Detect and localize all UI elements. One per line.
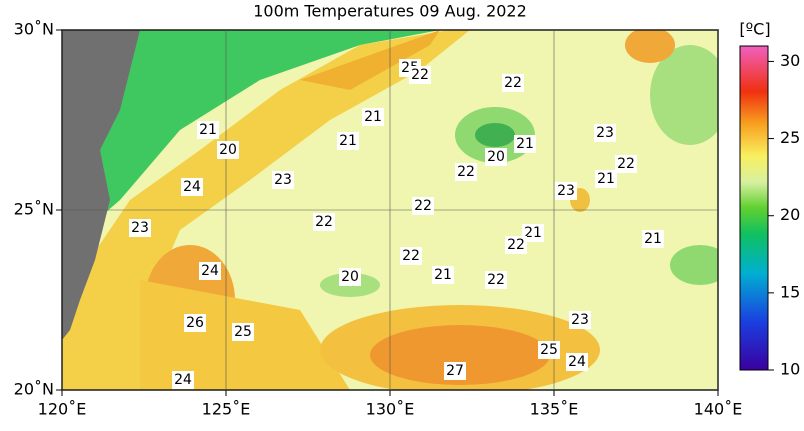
contour-label-box (339, 268, 361, 286)
contour-label: 23 (131, 220, 149, 236)
contour-label-box (337, 132, 359, 150)
contour-label-box (400, 247, 422, 265)
y-tick-label: 30˚N (14, 20, 54, 39)
contour-label: 23 (557, 183, 575, 199)
contour-label: 21 (524, 225, 542, 241)
x-tick-label: 140˚E (694, 400, 743, 419)
contour-label: 23 (596, 125, 614, 141)
contour-label-box (432, 266, 454, 284)
contour-label-box (217, 141, 239, 159)
contour-label: 22 (414, 198, 432, 214)
contour-label-box (412, 197, 434, 215)
contour-label: 24 (174, 372, 192, 388)
contour-label: 27 (446, 363, 464, 379)
contour-label: 23 (571, 312, 589, 328)
y-tick-label: 20˚N (14, 380, 54, 399)
contour-label: 21 (339, 133, 357, 149)
contour-label-box (444, 362, 466, 380)
contour-label-box (555, 182, 577, 200)
contour-label: 26 (186, 315, 204, 331)
contour-label-box (505, 236, 527, 254)
contour-label-box (615, 155, 637, 173)
contour-label: 24 (201, 263, 219, 279)
colorbar-tick-label: 15 (780, 282, 800, 301)
contour-label-box (181, 178, 203, 196)
colorbar-unit: [ºC] (739, 20, 770, 39)
x-tick-label: 135˚E (530, 400, 579, 419)
colorbar (739, 45, 769, 371)
contour-label-box (485, 271, 507, 289)
temperature-field (62, 30, 718, 390)
dynamic-layer: 120˚E 125˚E 130˚E 135˚E 140˚E 20˚N 25˚N 30˚N 10 1… (14, 20, 801, 419)
contour-label: 22 (507, 237, 525, 253)
contour-label: 22 (402, 248, 420, 264)
contour-label-box (184, 314, 206, 332)
contour-label-box (272, 171, 294, 189)
contour-label-box (129, 219, 151, 237)
contour-label: 21 (597, 171, 615, 187)
contour-label-box (313, 213, 335, 231)
colorbar-tick-label: 30 (780, 51, 800, 70)
contour-label-box (566, 353, 588, 371)
colorbar-tick-label: 10 (780, 360, 800, 379)
contour-label-box (522, 224, 544, 242)
y-tick-label: 25˚N (14, 200, 54, 219)
contour-label-box (232, 323, 254, 341)
contour-label-box (455, 163, 477, 181)
contour-label: 20 (341, 269, 359, 285)
contour-label-box (362, 108, 384, 126)
contour-label-box (502, 74, 524, 92)
contour-label: 21 (364, 109, 382, 125)
contour-label: 21 (434, 267, 452, 283)
contour-label-box (538, 341, 560, 359)
contour-label-box (409, 66, 431, 84)
contour-label-box (642, 230, 664, 248)
contour-label-box (485, 148, 507, 166)
contour-label-box (594, 124, 616, 142)
contour-label-box (199, 262, 221, 280)
contour-label: 22 (457, 164, 475, 180)
contour-label: 23 (274, 172, 292, 188)
contour-label: 22 (617, 156, 635, 172)
contour-label-box (569, 311, 591, 329)
contour-label: 21 (644, 231, 662, 247)
map-title: 100m Temperatures 09 Aug. 2022 (253, 2, 527, 21)
contour-label: 22 (487, 272, 505, 288)
contour-label: 24 (183, 179, 201, 195)
colorbar-tick-label: 20 (780, 205, 800, 224)
colorbar-tick-label: 25 (780, 128, 800, 147)
contour-label: 20 (487, 149, 505, 165)
contour-label: 25 (540, 342, 558, 358)
contour-label-box (172, 371, 194, 389)
contour-label: 21 (516, 136, 534, 152)
contour-label: 22 (315, 214, 333, 230)
contour-label-box (197, 121, 219, 139)
contour-label: 21 (199, 122, 217, 138)
x-tick-label: 125˚E (202, 400, 251, 419)
contour-label: 25 (234, 324, 252, 340)
contour-label-box (595, 170, 617, 188)
contour-label: 20 (219, 142, 237, 158)
x-tick-label: 130˚E (366, 400, 415, 419)
contour-label: 24 (568, 354, 586, 370)
x-tick-label: 120˚E (38, 400, 87, 419)
contour-label-box (514, 135, 536, 153)
contour-label: 22 (504, 75, 522, 91)
contour-label: 22 (411, 67, 429, 83)
